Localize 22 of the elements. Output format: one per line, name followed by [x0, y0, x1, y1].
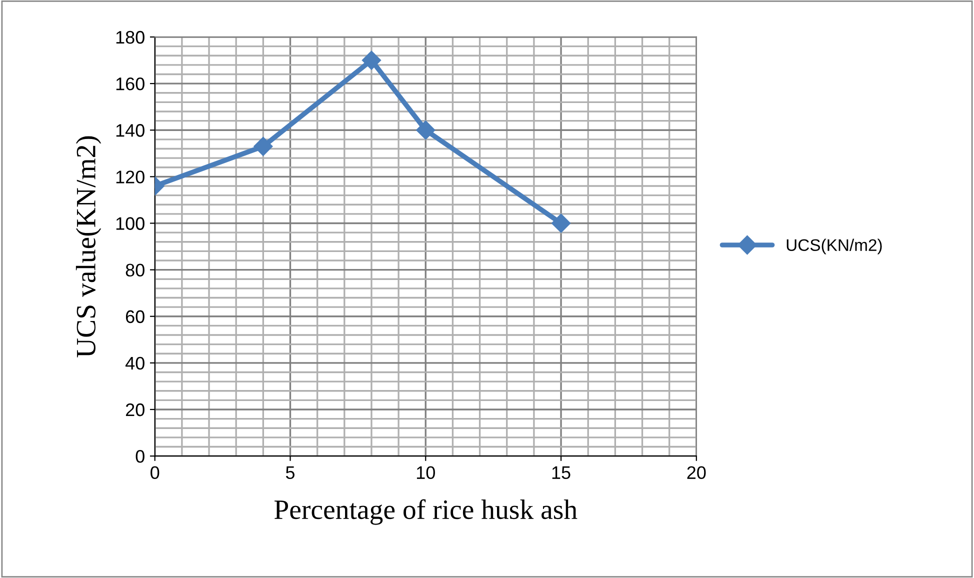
y-tick-label: 140: [116, 124, 144, 137]
x-tick-label: 5: [286, 466, 295, 480]
y-tick-label: 0: [136, 450, 144, 463]
y-tick-label: 160: [116, 77, 144, 90]
y-tick-label: 180: [116, 30, 144, 44]
point: [551, 214, 571, 233]
y-tick-label: 80: [126, 264, 144, 277]
y-tick-label: 120: [116, 170, 144, 184]
x-tick-label: 10: [416, 466, 435, 480]
y-axis-title: UCS value(KN/m2): [76, 136, 102, 358]
legend-label: UCS(KN/m2): [786, 238, 882, 254]
y-tick-label: 40: [125, 356, 144, 370]
y-tick-label: 100: [116, 217, 144, 230]
x-axis-title: Percentage of rice husk ash: [274, 499, 578, 525]
x-tick-label: 15: [552, 466, 570, 480]
point: [254, 136, 273, 156]
point: [362, 50, 382, 70]
x-tick-label: 20: [687, 466, 706, 480]
y-tick-label: 20: [126, 403, 144, 416]
x-tick-label: 0: [150, 466, 160, 480]
y-tick-label: 60: [126, 310, 144, 324]
point: [416, 120, 436, 140]
